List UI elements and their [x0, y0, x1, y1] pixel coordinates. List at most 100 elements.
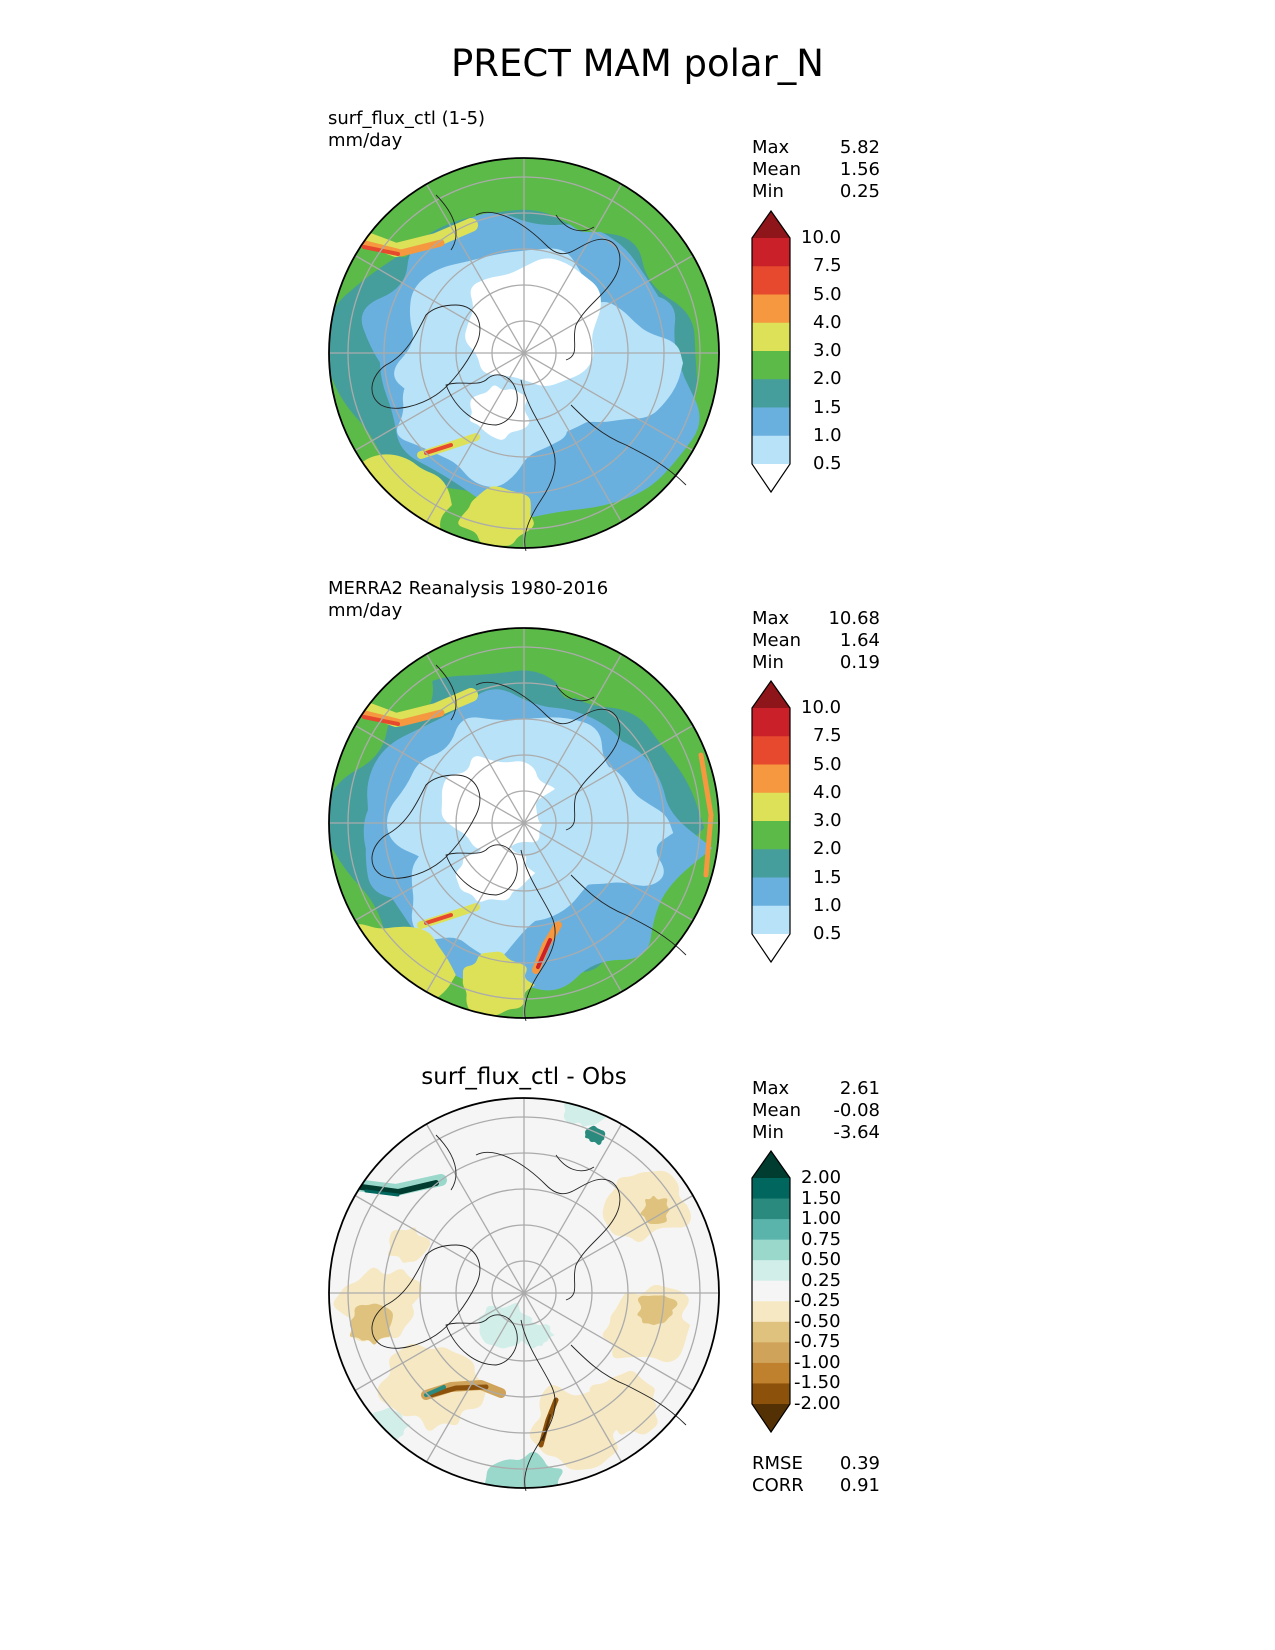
- coastlines: [371, 1134, 687, 1491]
- colorbar-tick-label: 5.0: [813, 283, 842, 305]
- colorbar-tick-label: 4.0: [813, 781, 842, 803]
- panel-3-colorbar: -2.00 -1.50 -1.00 -0.75 -0.50 -0.25 0.25 0.50 0.…: [748, 1150, 878, 1440]
- colorbar-segment: [752, 1342, 790, 1364]
- stat-max: Max 2.61: [752, 1078, 880, 1100]
- panel-2-colorbar: 0.5 1.0 1.5 2.0 3.0 4.0 5.0 7.5 10.0: [748, 680, 878, 970]
- colorbar-tick-label: 10.0: [801, 697, 842, 718]
- colorbar-segment: [752, 877, 790, 907]
- coastlines: [371, 194, 687, 551]
- coastline: [570, 404, 687, 486]
- panel-2-subtitle: MERRA2 Reanalysis 1980-2016 mm/day: [328, 578, 608, 622]
- colorbar-segment: [752, 764, 790, 794]
- stat-value: 0.19: [839, 652, 880, 673]
- colorbar-segment: [752, 266, 790, 295]
- coastline: [371, 1244, 481, 1349]
- colorbar-tick-label: 3.0: [813, 340, 842, 361]
- stat-max: Max 5.82: [752, 137, 880, 159]
- field-region: [589, 1370, 658, 1435]
- colorbar-segment: [752, 407, 790, 437]
- metric-value: 0.91: [839, 1475, 880, 1496]
- colorbar-tick-label: -0.50: [794, 1310, 841, 1332]
- storm-track: [357, 709, 445, 727]
- colorbar-extend-min: [752, 1404, 790, 1432]
- coastline: [435, 194, 457, 251]
- stat-label: Min: [752, 652, 784, 673]
- colorbar-segment: [752, 905, 790, 935]
- storm-track: [424, 913, 453, 925]
- colorbar-extend-max: [752, 681, 790, 708]
- colorbar-extend-min: [752, 934, 790, 962]
- colorbar-segment: [752, 1178, 790, 1200]
- colorbar-tick-label: -0.75: [794, 1331, 841, 1353]
- stat-value: -0.08: [833, 1100, 880, 1121]
- colorbar-segment: [752, 708, 790, 737]
- metric-corr: CORR 0.91: [752, 1475, 880, 1497]
- stat-min: Min -3.64: [752, 1122, 880, 1144]
- coastline: [475, 1151, 621, 1301]
- stat-label: Max: [752, 1078, 790, 1099]
- panel-1-subtitle-line-1: surf_flux_ctl (1-5): [328, 108, 486, 129]
- colorbar-tick-label: 1.0: [813, 894, 842, 916]
- colorbar-segment: [752, 1239, 790, 1261]
- panel-1-subtitle-line-2: mm/day: [328, 130, 403, 151]
- diff-band: [428, 1384, 489, 1398]
- colorbar-extend-max: [752, 1151, 790, 1178]
- stat-min: Min 0.25: [752, 181, 880, 203]
- colorbar-segment: [752, 1219, 790, 1241]
- stat-max: Max 10.68: [752, 608, 880, 630]
- field-region: [640, 1195, 670, 1225]
- coastline: [520, 849, 556, 1021]
- colorbar-tick-label: 2.0: [813, 368, 842, 390]
- colorbar-tick-label: 2.0: [813, 838, 842, 860]
- colorbar-tick-label: -0.25: [794, 1290, 841, 1312]
- panel-1-stats: Max 5.82 Mean 1.56 Min 0.25: [752, 137, 880, 203]
- coastline: [555, 1154, 595, 1172]
- coastline: [445, 1314, 518, 1366]
- colorbar-tick-label: 4.0: [813, 311, 842, 333]
- colorbar-tick-label: 0.5: [813, 453, 842, 474]
- colorbar-tick-label: 0.5: [813, 923, 842, 944]
- field-zone-0.5: [455, 839, 536, 902]
- stat-mean: Mean 1.64: [752, 630, 880, 652]
- stat-label: Min: [752, 181, 784, 202]
- colorbar-extend-max: [752, 211, 790, 238]
- graticule: [329, 158, 719, 548]
- coastline: [445, 374, 518, 426]
- storm-track: [424, 443, 453, 455]
- stat-min: Min 0.19: [752, 652, 880, 674]
- colorbar-tick-label: 7.5: [813, 255, 842, 277]
- stat-label: Max: [752, 608, 790, 629]
- stat-value: 0.25: [839, 181, 880, 202]
- colorbar-segment: [752, 1362, 790, 1384]
- colorbar-tick-label: 0.75: [801, 1228, 842, 1250]
- coastline: [570, 874, 687, 956]
- stat-label: Max: [752, 137, 790, 158]
- field-region: [637, 1295, 678, 1325]
- field-region: [349, 1303, 393, 1345]
- stat-mean: Mean -0.08: [752, 1100, 880, 1122]
- field-zone-1.0: [536, 774, 635, 854]
- coastline: [520, 1319, 556, 1491]
- diff-band: [364, 1189, 400, 1197]
- coastline: [371, 774, 481, 879]
- colorbar-tick-label: -1.00: [794, 1351, 841, 1373]
- field-region: [483, 1451, 563, 1488]
- metric-rmse: RMSE 0.39: [752, 1453, 880, 1475]
- panel-1-subtitle: surf_flux_ctl (1-5) mm/day: [328, 108, 485, 152]
- diff-band: [358, 1180, 439, 1195]
- colorbar-tick-label: 1.00: [801, 1208, 842, 1230]
- panel-2-stats: Max 10.68 Mean 1.64 Min 0.19: [752, 608, 880, 674]
- panel-3-polar-map: [328, 1097, 720, 1491]
- colorbar-segment: [752, 1198, 790, 1220]
- stat-value: 10.68: [828, 608, 880, 629]
- metric-label: RMSE: [752, 1453, 803, 1474]
- colorbar-extend-min: [752, 464, 790, 492]
- colorbar-segment: [752, 849, 790, 878]
- panel-2-subtitle-line-1: MERRA2 Reanalysis 1980-2016: [328, 578, 609, 599]
- coastline: [445, 844, 518, 896]
- colorbar-tick-label: 2.00: [801, 1167, 842, 1188]
- colorbar-segment: [752, 379, 790, 408]
- coastline: [520, 379, 556, 551]
- coastline: [435, 664, 457, 721]
- stat-value: -3.64: [833, 1122, 880, 1143]
